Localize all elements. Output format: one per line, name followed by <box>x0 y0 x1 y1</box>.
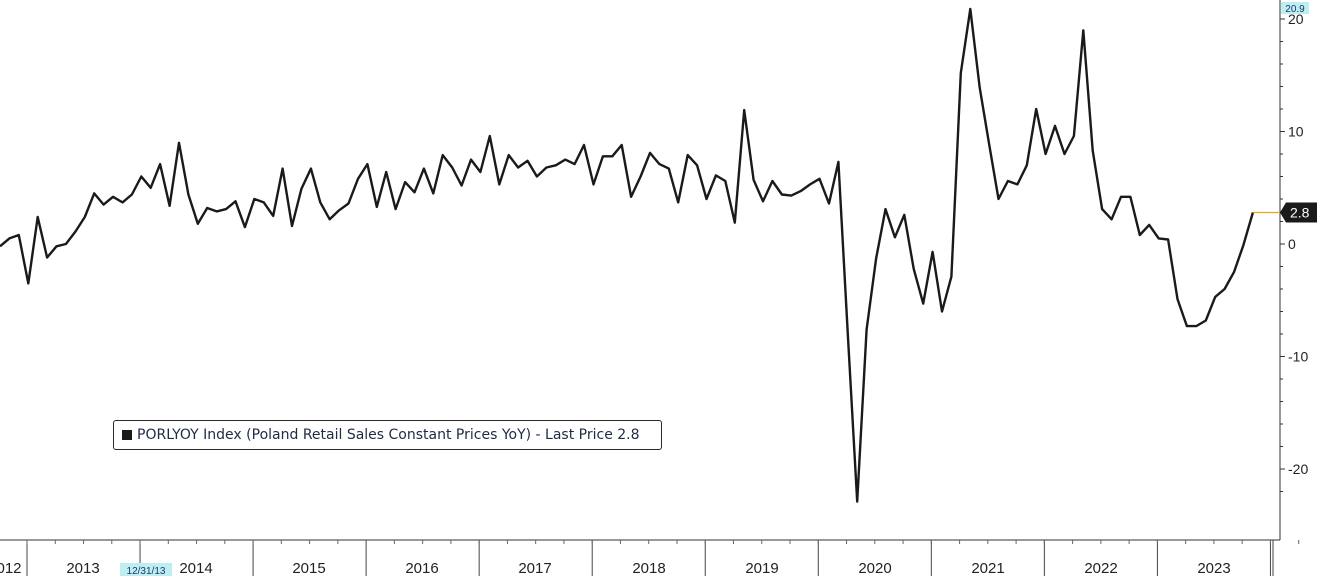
x-year-label: 2014 <box>179 560 212 576</box>
x-year-label: 2015 <box>292 560 325 576</box>
x-year-label: 2021 <box>971 560 1004 576</box>
x-year-label: 2016 <box>405 560 438 576</box>
date-marker-bg <box>120 563 172 576</box>
y-tick-label: 20 <box>1288 11 1304 27</box>
last-price-tag-bg <box>1280 202 1317 223</box>
series-layer <box>0 7 1280 503</box>
y-tick-label: -10 <box>1288 349 1308 365</box>
x-year-label: 2022 <box>1084 560 1117 576</box>
top-marker: 20.9 <box>1281 2 1309 15</box>
legend: PORLYOY Index (Poland Retail Sales Const… <box>113 420 662 450</box>
x-year-label: 012 <box>0 560 22 576</box>
y-tick-label: 10 <box>1288 124 1304 140</box>
last-price-value: 2.8 <box>1290 205 1310 221</box>
x-year-label: 2020 <box>858 560 891 576</box>
x-year-label: 2017 <box>518 560 551 576</box>
last-price-tag: 2.8 <box>1280 202 1317 223</box>
legend-text: PORLYOY Index (Poland Retail Sales Const… <box>137 427 640 443</box>
x-year-label: 2013 <box>66 560 99 576</box>
date-marker-value: 12/31/13 <box>127 566 166 576</box>
date-marker: 12/31/13 <box>120 563 172 576</box>
x-year-label: 2018 <box>632 560 665 576</box>
top-marker-value: 20.9 <box>1285 4 1305 15</box>
y-tick-label: 0 <box>1288 236 1296 252</box>
legend-swatch <box>122 430 132 440</box>
x-year-label: 2019 <box>745 560 778 576</box>
x-year-label: 2023 <box>1197 560 1230 576</box>
series-line <box>0 7 1255 503</box>
top-marker-bg <box>1281 2 1309 14</box>
y-tick-label: -20 <box>1288 461 1308 477</box>
